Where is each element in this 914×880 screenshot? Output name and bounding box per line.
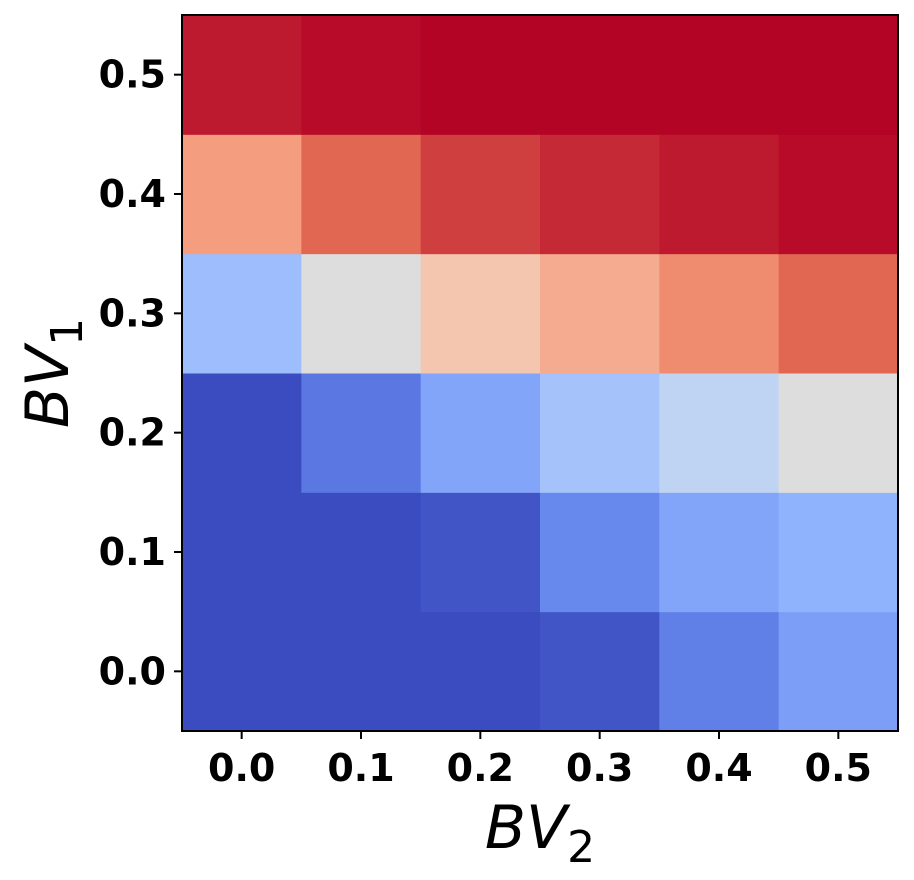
heatmap-cell-5-0 — [182, 15, 302, 135]
y-tick-label: 0.0 — [99, 649, 166, 693]
heatmap-cell-0-4 — [659, 611, 780, 732]
heatmap-cell-0-2 — [420, 611, 541, 732]
y-tick-label: 0.2 — [99, 411, 166, 455]
heatmap-cell-3-0 — [182, 253, 302, 374]
heatmap-cell-4-5 — [778, 134, 899, 255]
heatmap-cell-2-3 — [540, 373, 660, 493]
y-tick-label: 0.1 — [99, 530, 166, 574]
x-tick-label: 0.1 — [327, 746, 394, 790]
x-axis-label: BV2 — [485, 793, 595, 873]
heatmap-cells — [182, 15, 899, 732]
heatmap-cell-4-0 — [182, 134, 302, 255]
heatmap-cell-5-2 — [420, 15, 541, 135]
heatmap-cell-4-2 — [420, 134, 541, 255]
heatmap-cell-3-3 — [540, 253, 660, 374]
heatmap-cell-3-1 — [301, 253, 422, 374]
x-tick-label: 0.4 — [685, 746, 752, 790]
heatmap-cell-1-2 — [420, 492, 541, 613]
y-tick-label: 0.4 — [99, 172, 166, 216]
heatmap-cell-3-2 — [420, 253, 541, 374]
heatmap-cell-1-3 — [540, 492, 660, 613]
heatmap-cell-0-0 — [182, 611, 302, 732]
heatmap-cell-0-5 — [778, 611, 899, 732]
heatmap-cell-1-5 — [778, 492, 899, 613]
heatmap-cell-4-3 — [540, 134, 660, 255]
heatmap-cell-2-1 — [301, 373, 422, 493]
plot-frame — [181, 14, 899, 732]
heatmap-cell-1-4 — [659, 492, 780, 613]
heatmap-cell-0-1 — [301, 611, 422, 732]
heatmap-cell-3-4 — [659, 253, 780, 374]
heatmap-cell-2-4 — [659, 373, 780, 493]
heatmap-cell-2-0 — [182, 373, 302, 493]
y-axis-ticks: 0.0 0.1 0.2 0.3 0.4 0.5 — [99, 53, 182, 693]
y-axis-label: BV1 — [13, 318, 93, 428]
y-tick-label: 0.3 — [99, 291, 166, 335]
x-tick-label: 0.5 — [805, 746, 872, 790]
x-tick-label: 0.2 — [447, 746, 514, 790]
heatmap-cell-5-4 — [659, 15, 780, 135]
x-tick-label: 0.0 — [208, 746, 275, 790]
heatmap-cell-5-5 — [778, 15, 899, 135]
heatmap-cell-3-5 — [778, 253, 899, 374]
heatmap-cell-4-1 — [301, 134, 422, 255]
heatmap-cell-5-1 — [301, 15, 422, 135]
heatmap-cell-2-2 — [420, 373, 541, 493]
heatmap-cell-1-1 — [301, 492, 422, 613]
heatmap-cell-1-0 — [182, 492, 302, 613]
heatmap-cell-2-5 — [778, 373, 899, 493]
y-tick-label: 0.5 — [99, 53, 166, 97]
heatmap-cell-4-4 — [659, 134, 780, 255]
x-tick-label: 0.3 — [566, 746, 633, 790]
heatmap-cell-0-3 — [540, 611, 660, 732]
heatmap-cell-5-3 — [540, 15, 660, 135]
x-axis-ticks: 0.0 0.1 0.2 0.3 0.4 0.5 — [208, 731, 872, 790]
